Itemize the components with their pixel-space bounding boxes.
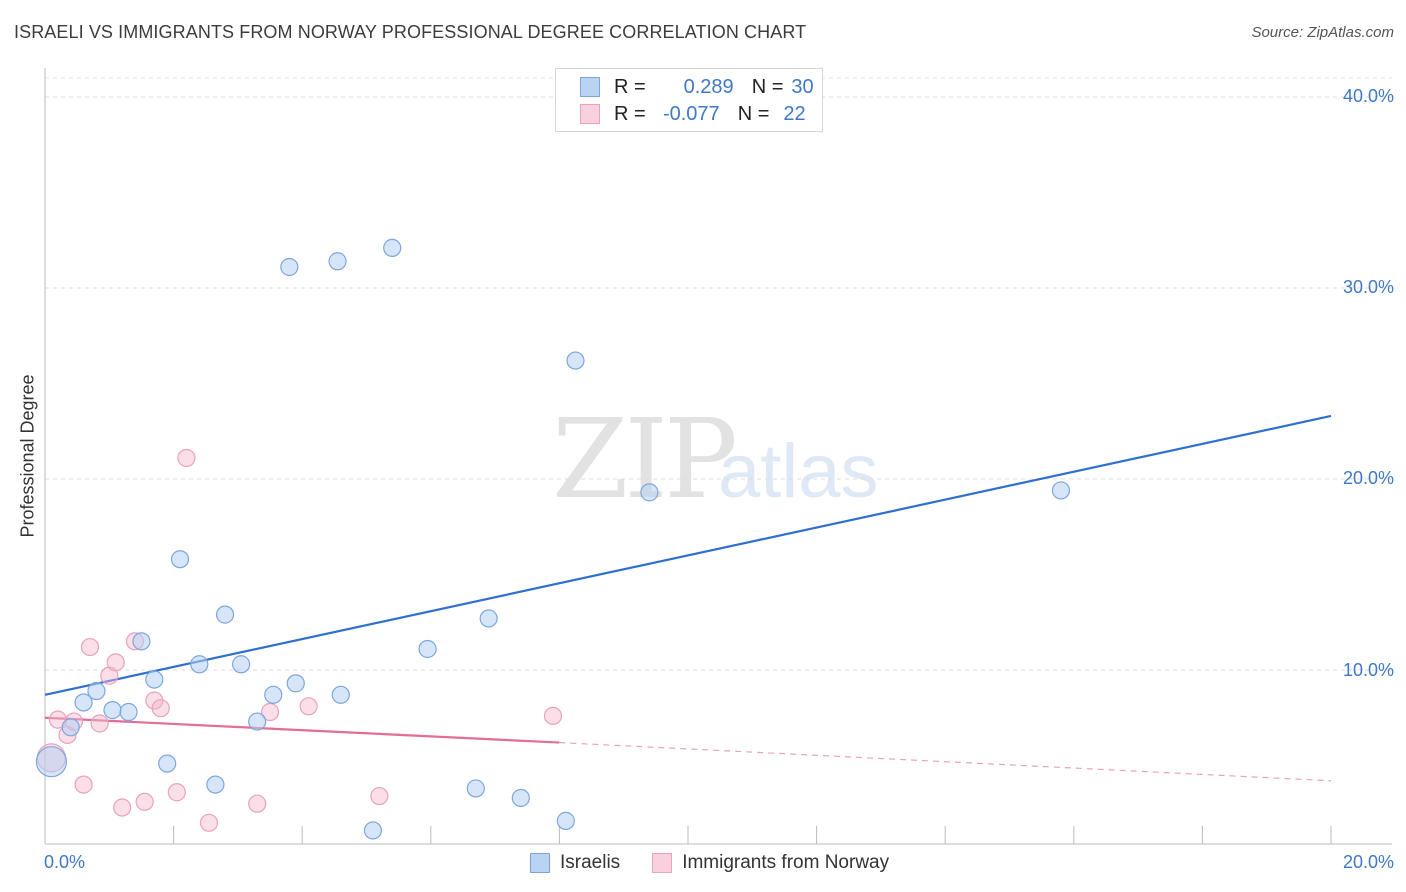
israelis-point xyxy=(206,775,225,794)
norway-point xyxy=(90,714,109,733)
legend-item-israelis: Israelis xyxy=(530,852,620,874)
y-tick-10: 10.0% xyxy=(1342,660,1394,680)
israelis-legend-swatch xyxy=(530,853,550,873)
israelis-point xyxy=(35,746,68,778)
legend-row-israelis: R = 0.289 N = 30 xyxy=(580,75,814,99)
israelis-point xyxy=(511,788,530,808)
norway-point xyxy=(199,813,219,832)
israelis-point xyxy=(331,685,350,704)
israelis-n-label: N = xyxy=(751,75,784,98)
norway-legend-label: Immigrants from Norway xyxy=(682,852,890,873)
israelis-point xyxy=(466,779,485,798)
israelis-point xyxy=(556,811,575,830)
norway-point xyxy=(151,699,170,718)
norway-n-value: 22 xyxy=(783,102,806,125)
norway-point xyxy=(177,448,196,468)
norway-point xyxy=(80,637,100,657)
legend-item-norway: Immigrants from Norway xyxy=(652,852,889,874)
israelis-point xyxy=(158,754,177,773)
israelis-point xyxy=(280,257,299,277)
y-tick-20: 20.0% xyxy=(1342,468,1394,488)
chart-title: ISRAELI VS IMMIGRANTS FROM NORWAY PROFES… xyxy=(14,22,807,42)
norway-legend-swatch xyxy=(652,853,673,873)
israelis-point xyxy=(418,639,437,659)
norway-n-label: N = xyxy=(737,102,770,125)
norway-swatch xyxy=(580,104,600,124)
israelis-point xyxy=(363,821,383,840)
norway-point xyxy=(106,653,125,672)
watermark-zip: ZIP xyxy=(552,395,738,523)
israelis-point xyxy=(286,674,305,693)
norway-point xyxy=(543,706,563,725)
norway-point xyxy=(113,798,132,817)
israelis-n-value: 30 xyxy=(791,75,814,98)
israelis-point xyxy=(232,655,251,674)
legend-row-norway: R = -0.077 N = 22 xyxy=(580,102,806,126)
israelis-point xyxy=(119,702,138,722)
norway-point xyxy=(248,794,267,813)
norway-point xyxy=(167,783,186,802)
israelis-point xyxy=(479,609,498,628)
israelis-point xyxy=(190,655,209,674)
norway-point xyxy=(74,775,93,794)
israelis-point xyxy=(383,238,402,257)
israelis-point xyxy=(103,701,122,720)
israelis-point xyxy=(248,712,267,731)
watermark-atlas: atlas xyxy=(718,429,879,514)
israelis-point xyxy=(132,632,151,651)
y-tick-30: 30.0% xyxy=(1342,277,1394,297)
israelis-point xyxy=(1051,481,1071,500)
israelis-legend-label: Israelis xyxy=(560,852,621,873)
israelis-trend-line xyxy=(44,414,1332,696)
x-tick-min: 0.0% xyxy=(44,852,86,872)
israelis-r-label: R = xyxy=(614,75,646,98)
norway-trend-line-extended xyxy=(559,741,1332,782)
israelis-point xyxy=(215,605,235,624)
norway-point xyxy=(370,786,389,806)
norway-trend-line xyxy=(44,716,560,744)
norway-point xyxy=(260,702,280,722)
israelis-point xyxy=(170,550,190,569)
israelis-point xyxy=(61,718,80,737)
israelis-point xyxy=(87,681,106,701)
source-label: Source: ZipAtlas.com xyxy=(1251,24,1394,41)
norway-r-label: R = xyxy=(614,102,646,125)
israelis-swatch xyxy=(580,77,600,97)
israelis-point xyxy=(566,351,585,370)
y-axis-label: Professional Degree xyxy=(17,374,38,538)
israelis-point xyxy=(264,685,283,704)
series-legend: Israelis Immigrants from Norway xyxy=(530,852,921,874)
norway-point xyxy=(299,697,318,716)
norway-point xyxy=(135,792,154,811)
x-tick-max: 20.0% xyxy=(1342,852,1394,872)
israelis-r-value: 0.289 xyxy=(683,75,734,98)
israelis-point xyxy=(145,670,164,689)
stats-legend: R = 0.289 N = 30 R = -0.077 N = 22 xyxy=(555,68,823,132)
y-tick-40: 40.0% xyxy=(1342,86,1394,106)
norway-r-value: -0.077 xyxy=(662,102,720,125)
norway-point xyxy=(145,691,164,710)
israelis-point xyxy=(74,693,93,712)
israelis-point xyxy=(640,483,659,502)
israelis-point xyxy=(328,252,347,271)
